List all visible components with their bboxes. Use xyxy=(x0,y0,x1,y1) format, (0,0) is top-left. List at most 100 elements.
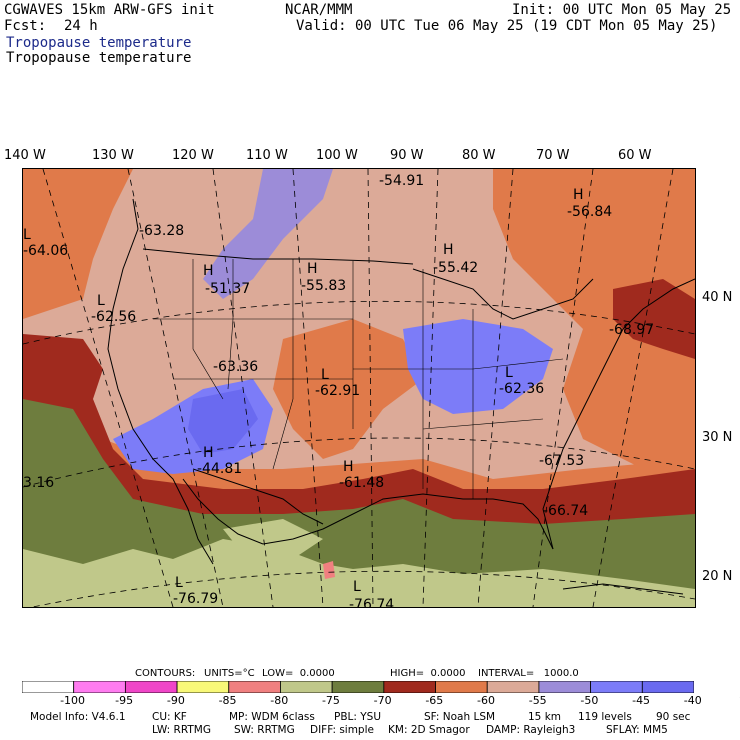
contours-high: HIGH= 0.0000 xyxy=(390,668,466,679)
colorbar-tick-label: -100 xyxy=(60,694,86,707)
extremum-symbol: H xyxy=(307,261,318,277)
graticule-line xyxy=(292,169,324,607)
extremum-symbol: H xyxy=(203,263,214,279)
extremum-symbol: H xyxy=(573,187,584,203)
lon-label: 70 W xyxy=(536,148,570,163)
lon-label: 60 W xyxy=(618,148,652,163)
shade-region xyxy=(403,319,553,414)
extremum-symbol: L xyxy=(23,227,31,243)
surface-layer-scheme: SFLAY: MM5 xyxy=(606,724,668,736)
extremum-value: -76.74 xyxy=(349,597,394,608)
lon-label: 120 W xyxy=(172,148,214,163)
colorbar-swatch xyxy=(383,681,436,693)
colorbar xyxy=(22,681,694,693)
lon-label: 110 W xyxy=(246,148,288,163)
organization: NCAR/MMM xyxy=(285,2,353,18)
lon-label: 140 W xyxy=(4,148,46,163)
us-mexico-border xyxy=(192,468,324,525)
contours-label: CONTOURS: xyxy=(135,668,196,679)
east-coast xyxy=(542,278,695,550)
colorbar-swatch xyxy=(486,681,540,693)
shade-region xyxy=(188,389,258,454)
extremum-symbol: L xyxy=(97,293,105,309)
colorbar-tick-label: -90 xyxy=(166,694,185,707)
west-coast xyxy=(107,198,214,565)
state-line xyxy=(272,259,294,470)
lon-label: 90 W xyxy=(390,148,424,163)
gulf-coast xyxy=(262,493,554,550)
extremum-symbol: L xyxy=(353,579,361,595)
shade-region xyxy=(613,279,695,359)
shade-region xyxy=(493,169,695,479)
extremum-value: -63.36 xyxy=(213,359,258,375)
extremum-value: -56.84 xyxy=(567,204,612,220)
extremum-value: 3.16 xyxy=(23,475,54,491)
contours-units: UNITS=°C xyxy=(204,668,255,679)
longwave-scheme: LW: RRTMG xyxy=(152,724,211,736)
init-time: Init: 00 UTC Mon 05 May 25 xyxy=(512,2,732,18)
contour-field-name: Tropopause temperature xyxy=(6,50,192,66)
colorbar-swatch xyxy=(435,681,488,693)
microphysics-scheme: MP: WDM 6class xyxy=(229,711,315,723)
shade-region xyxy=(223,519,323,559)
extremum-value: -62.91 xyxy=(315,383,360,399)
graticule-line xyxy=(532,169,594,607)
time-step: 90 sec xyxy=(656,711,691,723)
lon-label: 80 W xyxy=(462,148,496,163)
extremum-symbol: L xyxy=(175,575,183,591)
colorbar-tick-label: °C xyxy=(739,694,740,707)
colorbar-swatch xyxy=(590,681,643,693)
extremum-symbol: H xyxy=(203,445,214,461)
valid-time: Valid: 00 UTC Tue 06 May 25 (19 CDT Mon … xyxy=(296,18,718,34)
contours-low: LOW= 0.0000 xyxy=(262,668,335,679)
state-borders xyxy=(153,259,564,499)
vertical-levels: 119 levels xyxy=(578,711,632,723)
graticule-line xyxy=(477,169,514,607)
extremum-value: -64.06 xyxy=(23,243,68,259)
graticule-line xyxy=(422,169,439,607)
extremum-value: -62.36 xyxy=(499,381,544,397)
extremum-value: -61.48 xyxy=(339,475,384,491)
baja-gulf-coast xyxy=(182,478,264,545)
colorbar-tick-label: -50 xyxy=(580,694,599,707)
extremum-symbol: H xyxy=(343,459,354,475)
lat-label: 30 N xyxy=(702,430,733,445)
extremum-value: -54.91 xyxy=(379,173,424,189)
colorbar-swatch xyxy=(176,681,230,693)
km-option: KM: 2D Smagor xyxy=(388,724,470,736)
lat-label: 40 N xyxy=(702,290,733,305)
model-title: CGWAVES 15km ARW-GFS init xyxy=(4,2,215,18)
colorbar-tick-label: -75 xyxy=(321,694,340,707)
colorbar-tick-label: -55 xyxy=(528,694,547,707)
graticule-line xyxy=(212,169,274,607)
colorbar-swatch xyxy=(280,681,333,693)
colorbar-tick-label: -85 xyxy=(218,694,237,707)
colorbar-tick-label: -70 xyxy=(373,694,392,707)
caribbean-islands xyxy=(562,583,684,595)
shade-region xyxy=(203,169,333,299)
extremum-value: -55.42 xyxy=(433,260,478,276)
lon-label: 100 W xyxy=(316,148,358,163)
extremum-symbol: L xyxy=(505,365,513,381)
colorbar-tick-label: -60 xyxy=(477,694,495,707)
colorbar-tick-label: -80 xyxy=(270,694,289,707)
contours-interval: INTERVAL= 1000.0 xyxy=(478,668,579,679)
great-lakes xyxy=(412,268,594,320)
graticule-line xyxy=(127,169,224,607)
extremum-value: -55.83 xyxy=(301,278,346,294)
colorbar-tick-label: -40 xyxy=(683,694,702,707)
coastlines xyxy=(107,198,695,595)
pressure-centers: -54.91 H -56.84 -63.28 L -64.06 H -55.42… xyxy=(23,173,654,608)
colorbar-tick-label: -95 xyxy=(115,694,134,707)
extremum-value: -76.79 xyxy=(173,591,218,607)
model-info: Model Info: V4.6.1 xyxy=(30,711,126,723)
pbl-scheme: PBL: YSU xyxy=(334,711,382,723)
extremum-value: -67.53 xyxy=(539,453,584,469)
extremum-value: -66.74 xyxy=(543,503,588,519)
us-canada-border xyxy=(142,248,414,265)
surface-scheme: SF: Noah LSM xyxy=(424,711,496,723)
graticule-line xyxy=(367,169,374,607)
tropopause-temperature-map: -54.91 H -56.84 -63.28 L -64.06 H -55.42… xyxy=(22,168,696,608)
colorbar-tick-label: -65 xyxy=(425,694,444,707)
damping-option: DAMP: Rayleigh3 xyxy=(486,724,576,736)
